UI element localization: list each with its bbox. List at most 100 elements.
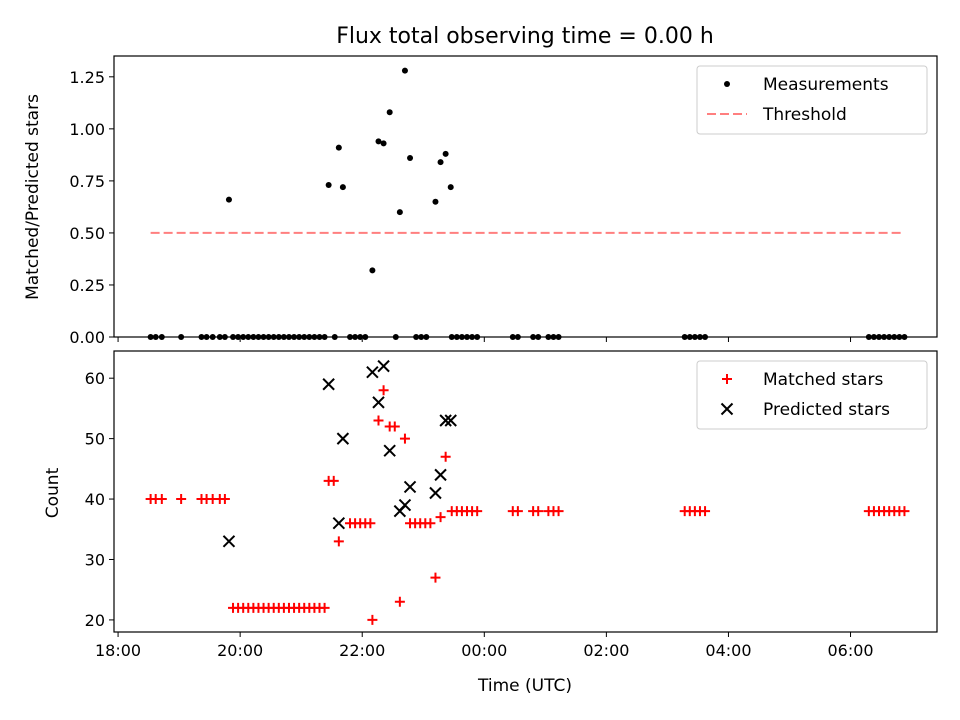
x-mark [434, 468, 447, 482]
top-axes: 0.00 0.25 0.50 0.75 1.00 1.25 [69, 68, 852, 347]
predicted-star-marker [377, 359, 390, 373]
plus-mark [367, 614, 378, 625]
matched-star-marker [425, 518, 436, 529]
y-tick-label: 20 [85, 611, 105, 630]
measurement-point [335, 144, 342, 151]
measurement-point [437, 159, 444, 166]
plus-mark [440, 451, 451, 462]
legend-label: Predicted stars [763, 400, 890, 420]
chart-title: Flux total observing time = 0.00 h [336, 24, 714, 49]
matched-star-marker [373, 415, 384, 426]
x-tick-label: 20:00 [217, 641, 263, 660]
top-y-axis-label: Matched/Predicted stars [23, 94, 43, 300]
measurement-point [432, 198, 439, 205]
legend-label: Threshold [762, 105, 847, 125]
predicted-star-marker [336, 432, 350, 445]
matched-star-marker [176, 494, 187, 505]
y-tick-label: 40 [85, 490, 105, 509]
measurement-point [380, 140, 387, 147]
x-tick-label: 00:00 [461, 641, 507, 660]
plus-mark [394, 596, 405, 607]
legend-matched-swatch [722, 374, 732, 384]
y-tick-label: 0.00 [69, 328, 105, 347]
y-tick-label: 1.00 [69, 120, 105, 139]
predicted-star-marker [403, 480, 417, 494]
x-tick-label: 22:00 [339, 641, 385, 660]
plus-mark [365, 518, 376, 529]
predicted-star-marker [429, 486, 442, 500]
plus-mark [533, 506, 544, 517]
plus-mark [389, 421, 400, 432]
x-tick-label: 06:00 [827, 641, 873, 660]
predicted-star-marker [444, 414, 457, 427]
y-tick-label: 0.25 [69, 276, 105, 295]
x-mark [322, 378, 335, 391]
predicted-star-marker [398, 498, 412, 512]
y-tick-label: 1.25 [69, 68, 105, 87]
measurement-point [442, 150, 449, 157]
predicted-star-marker [383, 444, 396, 457]
y-tick-label: 0.75 [69, 172, 105, 191]
x-mark [429, 486, 442, 500]
matched-star-marker [389, 421, 400, 432]
y-tick-label: 0.50 [69, 224, 105, 243]
matched-star-marker [440, 451, 451, 462]
matched-star-marker [365, 518, 376, 529]
measurement-point [396, 209, 403, 216]
x-mark [398, 498, 412, 512]
x-tick-label: 04:00 [705, 641, 751, 660]
x-mark [366, 365, 379, 379]
plus-mark [319, 602, 330, 613]
plus-mark [472, 506, 483, 517]
measurement-point [407, 154, 414, 161]
matched-star-marker [156, 494, 167, 505]
legend-label: Measurements [763, 75, 889, 95]
bottom-plot-area [145, 359, 910, 625]
bottom-axes-frame [113, 350, 938, 633]
predicted-star-marker [366, 365, 379, 379]
x-axis-label: Time (UTC) [477, 676, 572, 696]
plus-mark [373, 415, 384, 426]
matched-star-marker [367, 614, 378, 625]
plus-mark [176, 494, 187, 505]
measurement-point [339, 184, 346, 191]
predicted-star-marker [322, 378, 335, 391]
plus-mark [512, 506, 523, 517]
x-mark [439, 414, 452, 427]
matched-star-marker [399, 433, 410, 444]
top-axes-frame [113, 55, 938, 338]
matched-star-marker [700, 506, 711, 517]
plus-mark [553, 506, 564, 517]
top-legend: Measurements Threshold [696, 65, 928, 135]
x-mark [336, 432, 350, 445]
plus-mark [700, 506, 711, 517]
matched-star-marker [435, 512, 446, 523]
x-mark [383, 444, 396, 457]
matched-star-marker [378, 385, 389, 396]
x-tick-label: 02:00 [583, 641, 629, 660]
y-tick-label: 30 [85, 550, 105, 569]
measurement-point [225, 196, 232, 203]
x-mark [444, 414, 457, 427]
measurement-point [447, 184, 454, 191]
bottom-legend: Matched stars Predicted stars [696, 360, 928, 430]
matched-star-marker [899, 506, 910, 517]
x-mark [377, 359, 390, 373]
matched-star-marker [319, 602, 330, 613]
matched-star-marker [430, 572, 441, 583]
x-mark [222, 535, 236, 548]
predicted-star-marker [434, 468, 447, 482]
matched-star-marker [333, 536, 344, 547]
measurement-point [375, 138, 382, 145]
x-tick-label: 18:00 [95, 641, 141, 660]
bottom-y-axis-label: Count [43, 467, 63, 518]
measurement-point [401, 67, 408, 74]
top-panel: 0.00 0.25 0.50 0.75 1.00 1.25 Matched/Predict… [23, 55, 938, 347]
x-mark [372, 396, 385, 409]
matched-star-marker [533, 506, 544, 517]
legend-box [696, 65, 928, 135]
plus-mark [156, 494, 167, 505]
bottom-axes: 20 30 40 50 60 18:00 20:00 22:00 00:00 02:00 04:00… [85, 369, 874, 660]
plus-mark [399, 433, 410, 444]
